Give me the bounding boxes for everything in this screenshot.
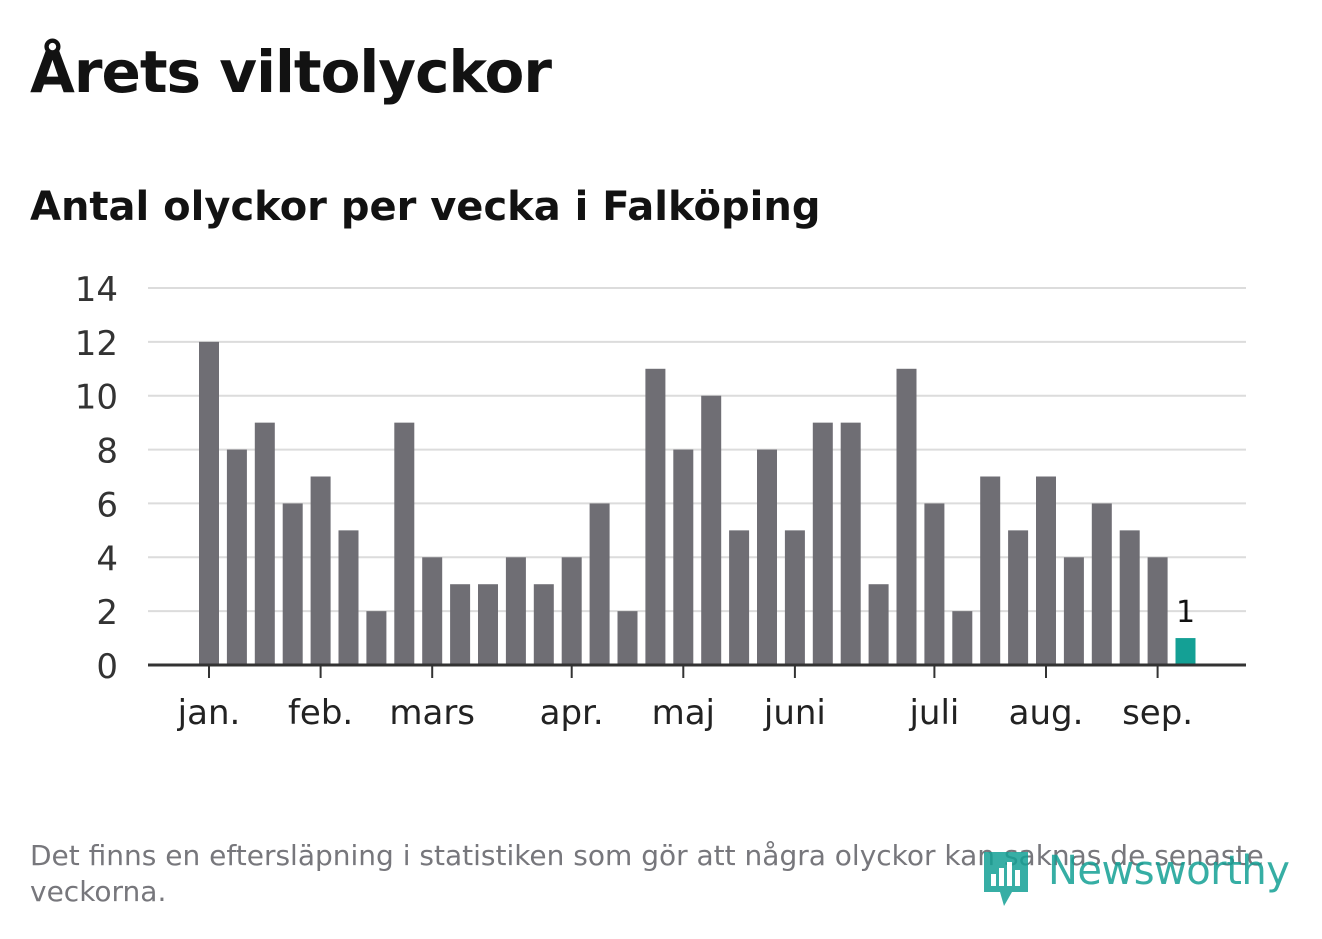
bar — [701, 395, 722, 665]
footnote: Det finns en eftersläpning i statistiken… — [30, 839, 1264, 908]
bar — [254, 422, 275, 665]
bar — [1119, 530, 1140, 665]
bar — [226, 449, 247, 665]
bar — [1147, 557, 1168, 665]
bar — [952, 611, 973, 665]
bar — [394, 422, 415, 665]
chart-title: Årets viltolyckor — [30, 38, 552, 106]
bar — [757, 449, 777, 665]
x-tick-label: juni — [763, 693, 826, 733]
bar — [1063, 557, 1084, 665]
bar — [338, 530, 359, 665]
logo-text: Newsworthy — [1048, 848, 1290, 894]
bar — [673, 449, 694, 665]
bar-highlight — [1175, 638, 1196, 665]
y-tick-label: 10 — [75, 378, 118, 418]
bar — [617, 611, 638, 665]
bar — [533, 584, 554, 665]
newsworthy-logo: Newsworthy — [978, 846, 1298, 910]
y-tick-label: 12 — [75, 324, 118, 364]
bar — [366, 611, 387, 665]
bar — [784, 530, 805, 665]
bar — [505, 557, 526, 665]
x-tick-label: feb. — [288, 693, 353, 733]
bar — [840, 422, 861, 665]
bar — [1091, 503, 1112, 665]
bar — [645, 368, 666, 665]
bar — [980, 476, 1001, 665]
chart-subtitle: Antal olyckor per vecka i Falköping — [30, 184, 821, 230]
bar — [812, 422, 833, 665]
bar — [282, 503, 303, 665]
bar — [199, 341, 219, 665]
bar — [450, 584, 471, 665]
x-tick-label: apr. — [540, 693, 604, 733]
y-tick-label: 14 — [75, 270, 118, 310]
bar — [478, 584, 498, 665]
bar — [561, 557, 582, 665]
bar — [868, 584, 889, 665]
bar — [896, 368, 917, 665]
y-tick-label: 2 — [96, 593, 118, 633]
data-label: 1 — [1176, 595, 1195, 630]
x-tick-label: sep. — [1122, 693, 1193, 733]
bar — [924, 503, 945, 665]
x-tick-label: aug. — [1009, 693, 1084, 733]
x-tick-label: mars — [389, 693, 475, 733]
bar-chart: 0 2 4 6 8 10 12 14 1 jan. feb. mars apr. maj juni juli a… — [75, 270, 1246, 733]
x-tick-label: jan. — [177, 693, 241, 733]
bar — [1036, 476, 1056, 665]
y-tick-label: 4 — [96, 539, 118, 579]
bar — [422, 557, 443, 665]
bar — [589, 503, 610, 665]
y-tick-label: 8 — [96, 432, 118, 472]
bar — [1008, 530, 1029, 665]
bar — [729, 530, 750, 665]
x-tick-label: maj — [652, 693, 715, 733]
y-tick-label: 0 — [96, 647, 118, 687]
x-tick-label: juli — [908, 693, 959, 733]
bar — [310, 476, 331, 665]
y-tick-label: 6 — [96, 485, 118, 525]
bar-chart-bubble-icon — [984, 852, 1028, 906]
